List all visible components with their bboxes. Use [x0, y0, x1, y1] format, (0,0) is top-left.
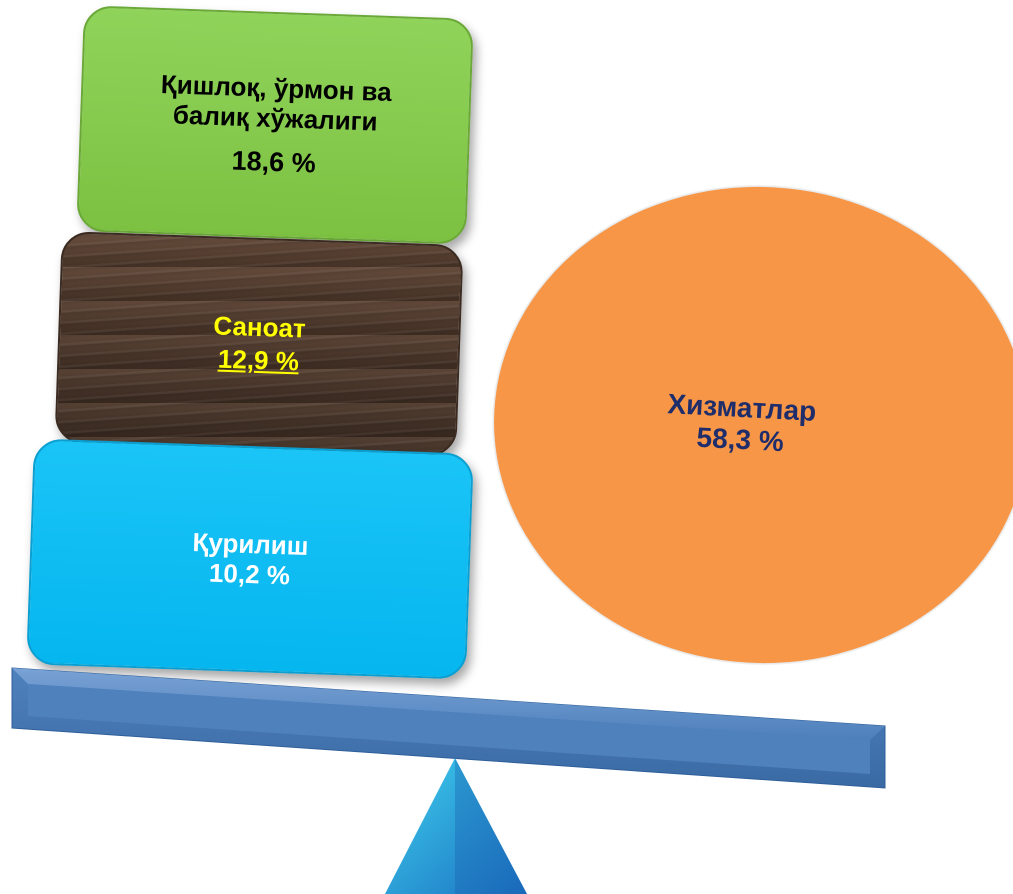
balance-beam — [11, 667, 886, 789]
fulcrum-triangle — [385, 758, 527, 894]
